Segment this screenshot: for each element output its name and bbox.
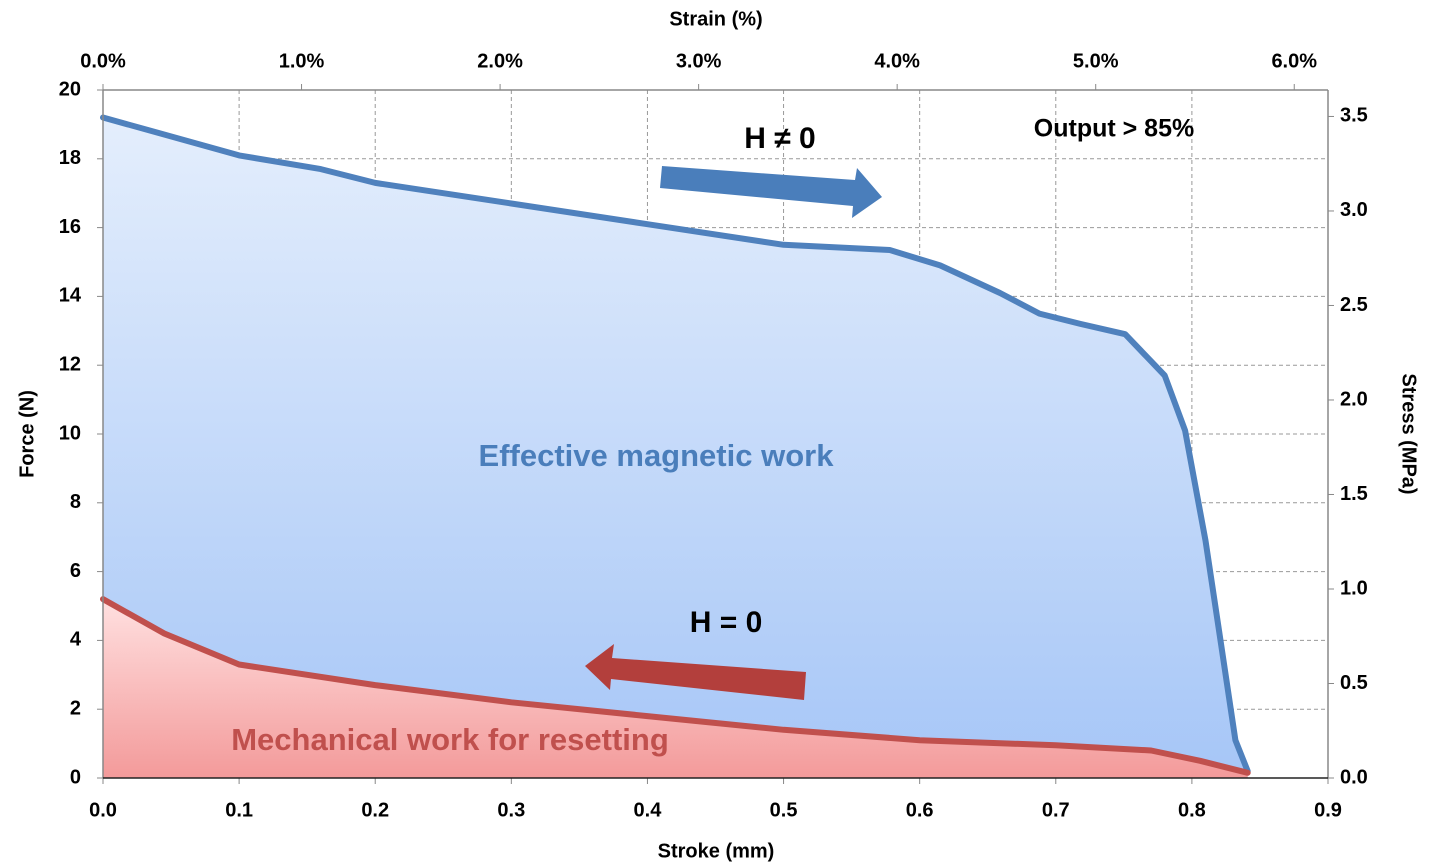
x2-tick-label: 5.0% (1073, 50, 1119, 72)
x-tick-label: 0.2 (361, 799, 389, 821)
annotation: Effective magnetic work (479, 438, 835, 473)
y-tick-label: 2 (70, 697, 81, 719)
y2-tick-label: 2.5 (1340, 294, 1368, 316)
x-tick-label: 0.7 (1042, 799, 1070, 821)
annotation: H = 0 (690, 606, 763, 639)
y-axis-title: Force (N) (16, 390, 38, 478)
x2-tick-label: 3.0% (676, 50, 722, 72)
x-tick-label: 0.3 (497, 799, 525, 821)
x-tick-label: 0.1 (225, 799, 253, 821)
x-tick-label: 0.6 (906, 799, 934, 821)
x-tick-label: 0.5 (770, 799, 798, 821)
y-tick-label: 6 (70, 560, 81, 582)
annotation: Mechanical work for resetting (231, 722, 669, 757)
y2-tick-label: 3.5 (1340, 105, 1368, 127)
annotation: H ≠ 0 (744, 122, 815, 155)
y2-tick-label: 0.5 (1340, 672, 1368, 694)
x2-tick-label: 6.0% (1271, 50, 1317, 72)
y2-tick-label: 1.0 (1340, 577, 1368, 599)
y2-tick-label: 2.0 (1340, 388, 1368, 410)
x2-tick-label: 2.0% (477, 50, 523, 72)
arrow (660, 166, 882, 218)
y-tick-label: 14 (59, 285, 82, 307)
y-tick-label: 20 (59, 78, 81, 100)
area (103, 117, 1248, 778)
y-tick-label: 0 (70, 766, 81, 788)
y2-tick-label: 0.0 (1340, 766, 1368, 788)
y2-axis-title: Stress (MPa) (1398, 373, 1420, 494)
x-tick-label: 0.8 (1178, 799, 1206, 821)
x2-axis-title: Strain (%) (669, 8, 762, 30)
y-tick-label: 8 (70, 491, 81, 513)
x-tick-label: 0.0 (89, 799, 117, 821)
x-tick-label: 0.9 (1314, 799, 1342, 821)
y-tick-label: 4 (70, 629, 82, 651)
x2-tick-label: 4.0% (874, 50, 920, 72)
y-tick-label: 12 (59, 353, 81, 375)
y2-tick-label: 3.0 (1340, 199, 1368, 221)
x2-tick-label: 1.0% (279, 50, 325, 72)
line (100, 114, 1251, 775)
arrow (585, 644, 806, 700)
y-tick-label: 10 (59, 422, 81, 444)
x-axis-title: Stroke (mm) (658, 840, 775, 862)
x-tick-label: 0.4 (634, 799, 663, 821)
area (103, 599, 1248, 778)
y-tick-label: 18 (59, 147, 81, 169)
line (100, 596, 1251, 776)
x2-tick-label: 0.0% (80, 50, 126, 72)
y2-tick-label: 1.5 (1340, 483, 1368, 505)
y-tick-label: 16 (59, 216, 81, 238)
annotation: Output > 85% (1034, 115, 1194, 143)
